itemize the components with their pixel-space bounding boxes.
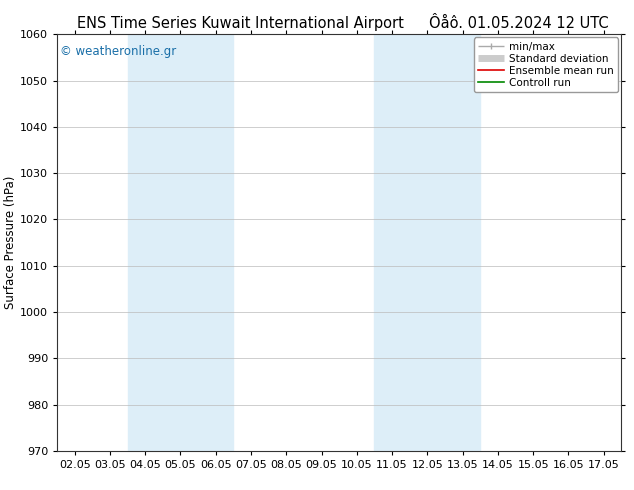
Text: Ôåô. 01.05.2024 12 UTC: Ôåô. 01.05.2024 12 UTC bbox=[429, 16, 609, 31]
Text: © weatheronline.gr: © weatheronline.gr bbox=[60, 45, 176, 58]
Y-axis label: Surface Pressure (hPa): Surface Pressure (hPa) bbox=[4, 176, 17, 309]
Bar bbox=[375, 34, 481, 451]
Title: ENS Time Series Kuwait International Airport      Ôåô. 01.05.2024 12 UTC: ENS Time Series Kuwait International Air… bbox=[0, 489, 1, 490]
Text: ENS Time Series Kuwait International Airport: ENS Time Series Kuwait International Air… bbox=[77, 16, 404, 31]
Legend: min/max, Standard deviation, Ensemble mean run, Controll run: min/max, Standard deviation, Ensemble me… bbox=[474, 37, 618, 92]
Bar bbox=[127, 34, 233, 451]
